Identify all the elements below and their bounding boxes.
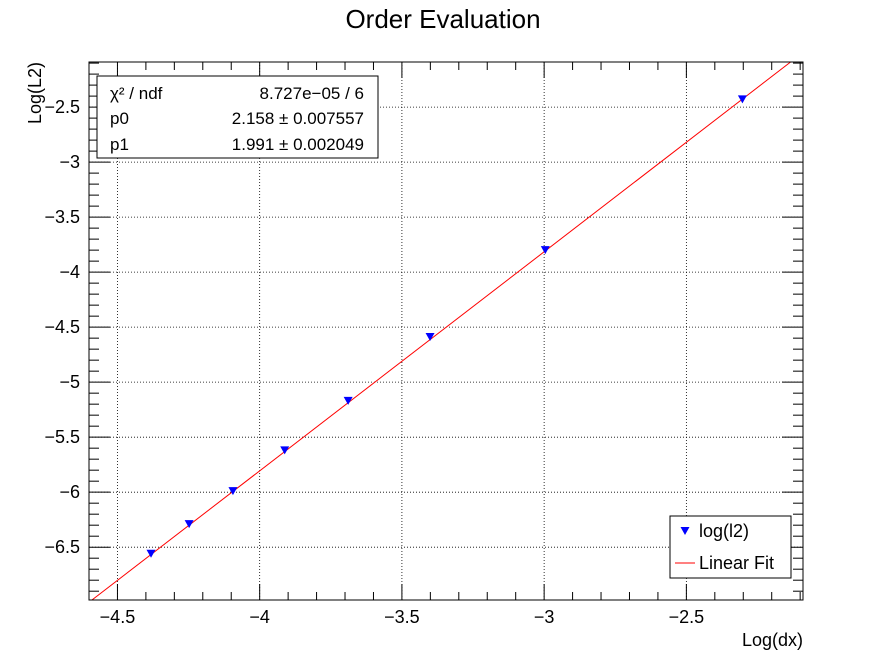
data-point: [425, 333, 435, 342]
legend-label-data: log(l2): [699, 521, 749, 541]
legend: log(l2) Linear Fit: [669, 515, 792, 579]
y-tick-label: −3: [59, 152, 80, 172]
y-tick-label: −3.5: [44, 207, 80, 227]
chart-title: Order Evaluation: [345, 4, 540, 34]
y-tick-label: −2.5: [44, 97, 80, 117]
data-point: [280, 446, 290, 455]
data-point: [540, 246, 550, 255]
y-axis-label: Log(L2): [25, 62, 45, 124]
x-tick-label: −4: [249, 607, 270, 627]
legend-marker-triangle-icon: [680, 527, 690, 535]
stats-value-p1: 1.991 ± 0.002049: [232, 135, 364, 154]
stats-value-chi2: 8.727e−05 / 6: [260, 84, 364, 103]
stats-value-p0: 2.158 ± 0.007557: [232, 109, 364, 128]
y-tick-label: −5: [59, 372, 80, 392]
data-points: [146, 95, 747, 558]
fit-line: [91, 61, 791, 601]
y-tick-label: −5.5: [44, 427, 80, 447]
grid-lines: [89, 62, 803, 600]
fit-line-group: [91, 61, 791, 601]
y-tick-label: −6.5: [44, 537, 80, 557]
y-tick-label: −4: [59, 262, 80, 282]
y-tick-labels: −2.5 −3 −3.5 −4 −4.5 −5 −5.5 −6 −6.5: [44, 97, 80, 557]
data-point: [228, 487, 238, 496]
x-tick-label: −2.5: [669, 607, 705, 627]
legend-label-fit: Linear Fit: [699, 553, 774, 573]
data-point: [343, 396, 353, 405]
data-point: [146, 549, 156, 558]
x-tick-label: −4.5: [100, 607, 136, 627]
stats-label-p1: p1: [110, 135, 129, 154]
plot-frame: [88, 61, 804, 601]
stats-label-chi2: χ² / ndf: [110, 84, 163, 103]
stats-box: χ² / ndf 8.727e−05 / 6 p0 2.158 ± 0.0075…: [96, 75, 379, 159]
axis-ticks: [89, 62, 803, 600]
x-axis-label: Log(dx): [742, 630, 803, 650]
data-point: [737, 95, 747, 104]
y-tick-label: −6: [59, 482, 80, 502]
stats-label-p0: p0: [110, 109, 129, 128]
x-tick-labels: −4.5 −4 −3.5 −3 −2.5: [100, 607, 704, 627]
x-tick-label: −3: [534, 607, 555, 627]
x-tick-label: −3.5: [384, 607, 420, 627]
data-point: [184, 520, 194, 529]
y-tick-label: −4.5: [44, 317, 80, 337]
